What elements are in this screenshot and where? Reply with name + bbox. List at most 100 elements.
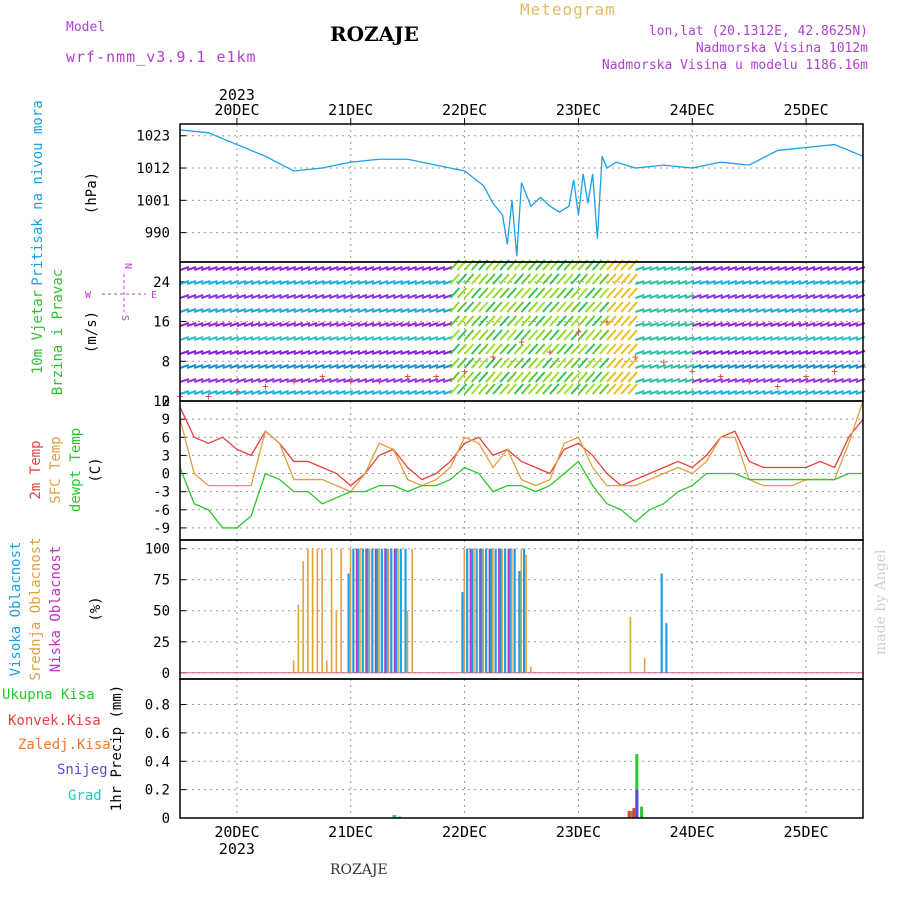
wind-barb: [620, 329, 631, 341]
wind-barb: [834, 266, 844, 271]
precip-axis-label: 1hr Precip (mm): [109, 685, 125, 811]
wind-barb: [208, 294, 218, 299]
cloud-bar: [494, 548, 497, 673]
wind-speed-point: +: [831, 365, 838, 378]
wind-barb: [791, 294, 802, 299]
wind-barb: [542, 371, 553, 383]
wind-barb: [663, 336, 674, 341]
wind-barb: [770, 294, 780, 299]
wind-barb: [755, 280, 766, 285]
wind-barb: [527, 329, 539, 341]
temperature-panel: 12 9 6 3 0 -3 -6 -9: [153, 394, 863, 540]
bottom-day-label: 24DEC: [670, 823, 715, 841]
wind-barb: [307, 350, 318, 355]
cloud-bar: [361, 548, 364, 673]
wind-barb: [706, 336, 716, 341]
wind-barb: [201, 364, 211, 369]
wind-barb: [755, 378, 766, 383]
wind-barb: [699, 364, 709, 369]
cloud-bar: [397, 548, 399, 673]
wind-speed-point: +: [632, 350, 639, 363]
wind-barb: [670, 266, 681, 271]
wind-barb: [236, 336, 247, 341]
wind-barb: [606, 329, 617, 341]
wind-barb: [414, 364, 425, 369]
wind-barb: [791, 350, 802, 355]
wind-barb: [748, 378, 759, 383]
wind-barb: [478, 287, 489, 299]
wind-barb: [841, 390, 851, 395]
wind-barb: [819, 350, 830, 355]
wind-barb: [606, 287, 617, 299]
cloud-bar: [311, 548, 314, 673]
wind-barb: [741, 336, 752, 341]
wind-barb: [784, 280, 795, 285]
y-tick-label: 75: [153, 573, 170, 589]
top-day-label: 22DEC: [442, 101, 487, 119]
wind-speed-point: +: [404, 370, 411, 383]
wind-barb: [563, 301, 574, 313]
wind-barb: [649, 266, 659, 271]
meteogram-label: Meteogram: [520, 0, 616, 19]
wind-barb: [314, 308, 325, 313]
wind-barb: [699, 350, 709, 355]
wind-barb: [798, 350, 809, 355]
wind-barb: [371, 294, 382, 299]
wind-barb: [549, 371, 560, 383]
wind-barb: [442, 336, 453, 341]
wind-barb: [791, 322, 802, 327]
wind-barb: [222, 378, 233, 383]
wind-barb: [193, 280, 204, 285]
y-tick-label: 9: [162, 412, 170, 428]
wind-barb: [243, 350, 254, 355]
wind-barb: [456, 301, 468, 313]
cloud-bar: [529, 666, 532, 673]
wind-barb: [834, 336, 844, 341]
wind-barb: [329, 308, 339, 313]
wind-barb: [336, 280, 346, 285]
wind-barb: [400, 390, 410, 395]
wind-barb: [848, 378, 859, 383]
wind-barb: [819, 364, 830, 369]
cloud-bar: [387, 548, 390, 673]
wind-barb: [791, 280, 802, 285]
wind-barb: [357, 308, 368, 313]
wind-barb: [841, 308, 851, 313]
wind-barb: [534, 343, 546, 355]
wind-barb: [748, 390, 759, 395]
cloud-bar: [470, 548, 474, 673]
wind-barb: [577, 343, 589, 355]
wind-barb: [371, 266, 382, 271]
wind-barb: [599, 329, 610, 341]
wind-barb: [463, 357, 475, 369]
wind-barb: [485, 287, 496, 299]
wind-barb: [236, 378, 247, 383]
wind-barb: [321, 364, 332, 369]
wind-barb: [848, 308, 859, 313]
wind-barb: [727, 336, 738, 341]
wind-barb: [777, 280, 787, 285]
wind-barb: [563, 371, 574, 383]
wind-barb: [463, 383, 475, 395]
wind-barb: [442, 378, 453, 383]
wind-barb: [663, 350, 674, 355]
wind-barb: [713, 266, 723, 271]
wind-barb: [591, 343, 603, 355]
wind-barb: [584, 315, 596, 327]
wind-barb: [656, 266, 666, 271]
wind-barb: [449, 371, 461, 383]
wind-barb: [343, 336, 353, 341]
wind-barb: [684, 280, 695, 285]
wind-barb: [186, 390, 197, 395]
wind-barb: [591, 357, 603, 369]
wind-barb: [414, 280, 425, 285]
wind-barb: [265, 280, 275, 285]
wind-barb: [755, 322, 766, 327]
wind-barb: [677, 280, 688, 285]
wind-barb: [805, 280, 816, 285]
wind-barb: [222, 390, 233, 395]
wind-barb: [606, 315, 617, 327]
wind-barb: [222, 280, 233, 285]
wind-barb: [428, 336, 439, 341]
wind-barb: [777, 364, 787, 369]
